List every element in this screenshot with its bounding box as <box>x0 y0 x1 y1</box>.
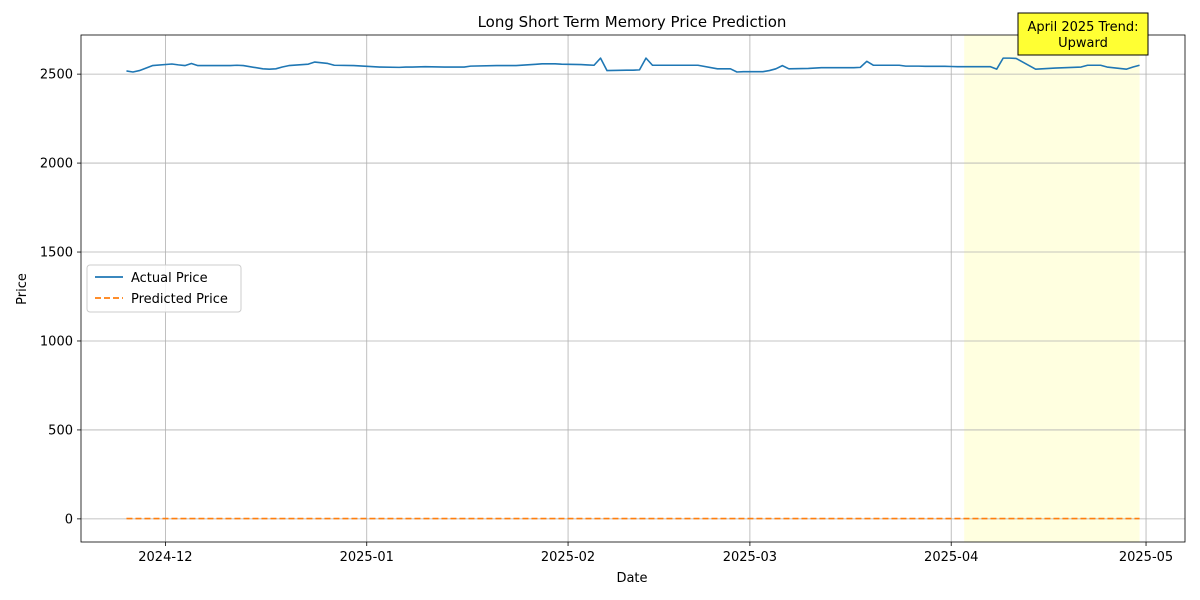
trend-annotation-box <box>1017 12 1149 56</box>
x-axis-ticks: 2024-12 2025-01 2025-02 2025-03 2025-04 2025-… <box>138 542 1173 565</box>
y-tick-label: 0 <box>65 512 73 527</box>
series-line-actual <box>126 57 1140 73</box>
x-axis-label: Date <box>616 571 647 586</box>
x-tick-label: 2025-01 <box>340 550 394 565</box>
plot-frame <box>80 34 1186 543</box>
x-tick-label: 2025-05 <box>1119 550 1173 565</box>
trend-annotation: April 2025 Trend: Upward <box>1017 12 1149 56</box>
highlight-band <box>964 35 1140 542</box>
legend-box <box>86 264 242 313</box>
y-axis-label: Price <box>15 273 30 305</box>
legend-label-actual: Actual Price <box>131 271 208 286</box>
april-highlight-region <box>964 35 1140 542</box>
y-tick-label: 2000 <box>40 157 73 172</box>
y-tick-label: 1500 <box>40 246 73 261</box>
legend-label-predicted: Predicted Price <box>131 292 228 307</box>
x-tick-label: 2025-04 <box>924 550 978 565</box>
series-lines <box>126 57 1140 520</box>
x-tick-label: 2025-02 <box>541 550 595 565</box>
y-tick-label: 2500 <box>40 68 73 83</box>
chart-title: Long Short Term Memory Price Prediction <box>478 13 787 31</box>
y-tick-label: 1000 <box>40 334 73 349</box>
trend-annotation-line-1: April 2025 Trend: <box>1027 20 1138 35</box>
y-tick-label: 500 <box>48 423 73 438</box>
legend: Actual Price Predicted Price <box>86 264 242 313</box>
trend-annotation-line-2: Upward <box>1058 36 1108 51</box>
y-axis-ticks: 0 500 1000 1500 2000 2500 <box>40 68 81 527</box>
x-tick-label: 2024-12 <box>138 550 192 565</box>
x-tick-label: 2025-03 <box>723 550 777 565</box>
